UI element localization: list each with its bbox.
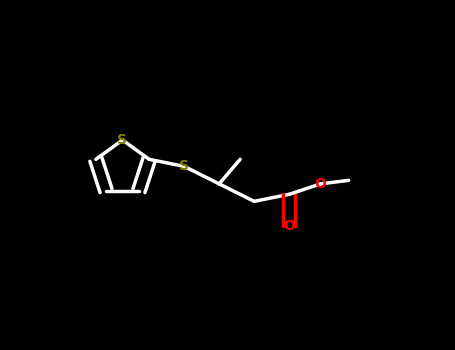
Text: S: S [117, 133, 127, 147]
Text: O: O [315, 177, 327, 191]
Text: S: S [179, 159, 189, 173]
Text: O: O [283, 219, 295, 233]
